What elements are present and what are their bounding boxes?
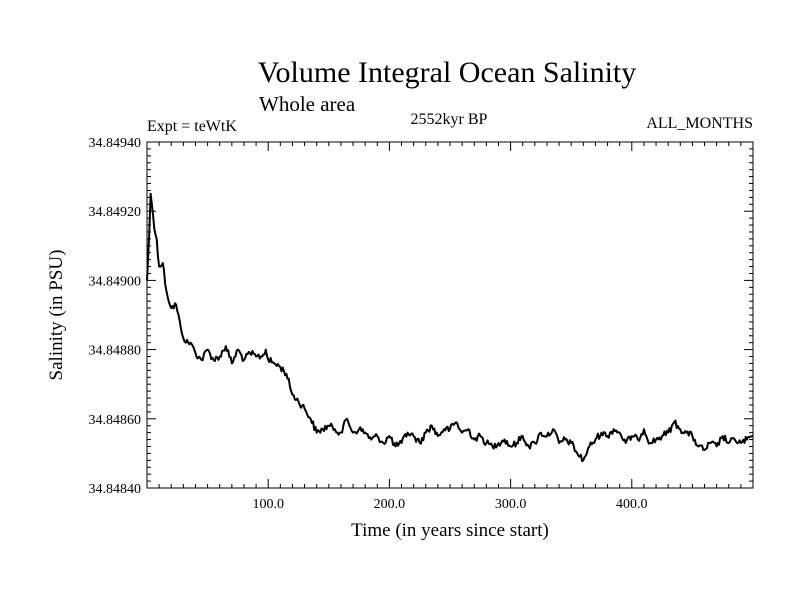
y-axis: 34.84840 34.84860 34.84880 34.84900 34.84920…: [89, 136, 753, 497]
y-axis-label: Salinity (in PSU): [46, 250, 67, 381]
x-axis-label: Time (in years since start): [351, 520, 549, 541]
x-tick-label: 300.0: [495, 497, 527, 512]
x-tick-label: 200.0: [374, 497, 406, 512]
salinity-series-line: [146, 192, 754, 463]
x-axis: 100.0 200.0 300.0 400.0: [158, 142, 742, 512]
y-tick-label: 34.84900: [89, 274, 142, 289]
x-tick-label: 400.0: [616, 497, 648, 512]
y-tick-label: 34.84940: [89, 136, 142, 151]
chart-subtitle: Whole area: [259, 92, 356, 116]
chart-title: Volume Integral Ocean Salinity: [258, 56, 637, 89]
y-tick-label: 34.84860: [89, 413, 142, 428]
experiment-label: Expt = teWtK: [147, 118, 237, 135]
y-tick-label: 34.84840: [89, 482, 142, 497]
y-tick-label: 34.84880: [89, 344, 142, 359]
y-tick-label: 34.84920: [89, 205, 142, 220]
period-label: 2552kyr BP: [411, 111, 488, 128]
months-label: ALL_MONTHS: [646, 115, 753, 132]
x-tick-label: 100.0: [252, 497, 284, 512]
